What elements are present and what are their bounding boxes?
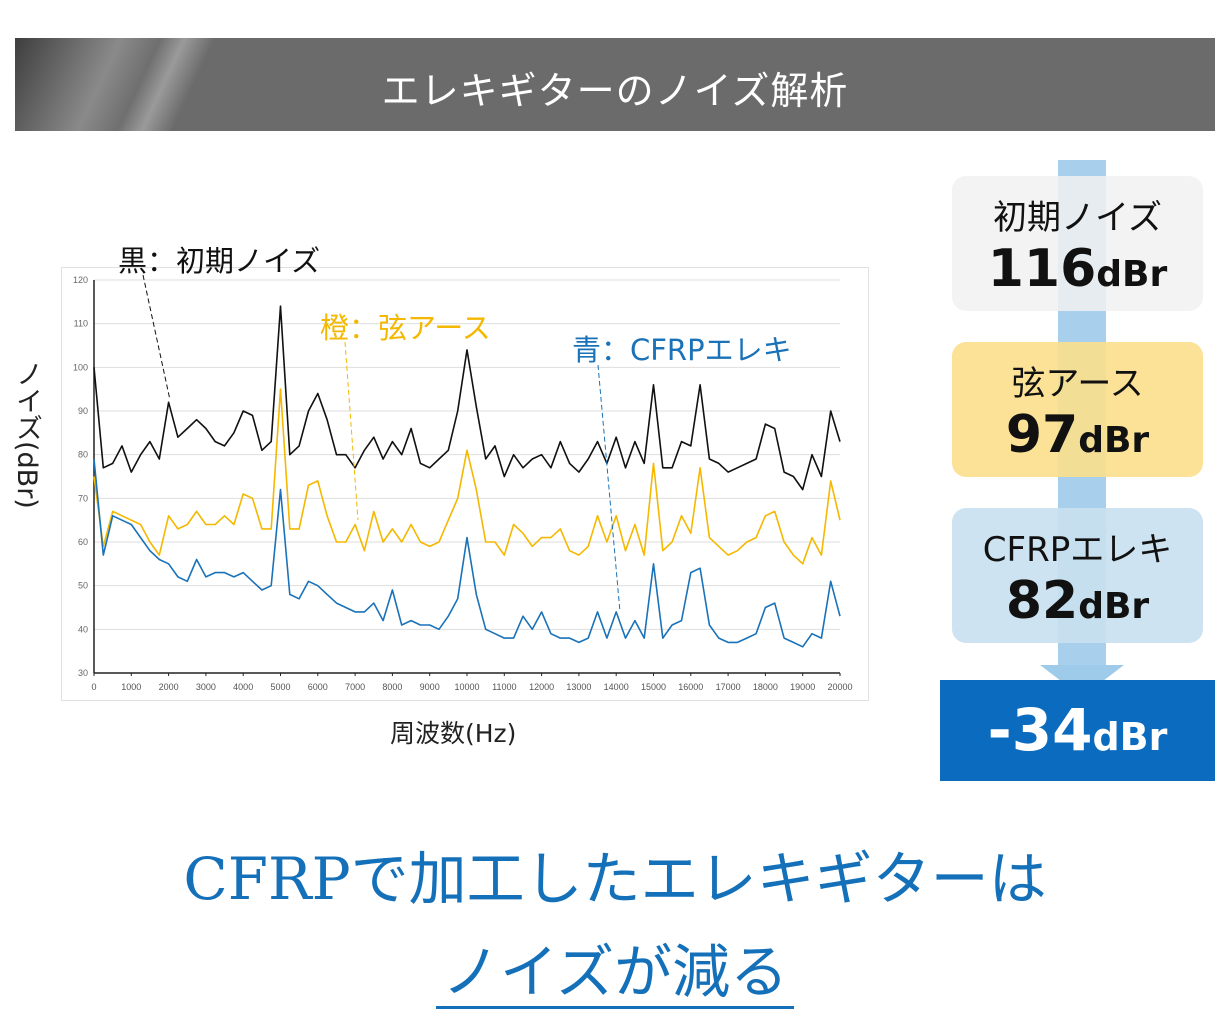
y-tick-label: 30 — [78, 668, 88, 678]
legend-initial: 黒：初期ノイズ — [118, 244, 321, 278]
x-tick-label: 1000 — [121, 682, 141, 692]
unit: dBr — [1078, 420, 1150, 461]
summary-ground-label: 弦アース — [1011, 364, 1144, 404]
x-tick-label: 4000 — [233, 682, 253, 692]
x-tick-label: 5000 — [270, 682, 290, 692]
y-tick-label: 40 — [78, 624, 88, 634]
y-tick-label: 70 — [78, 493, 88, 503]
legend-cfrp: 青：CFRPエレキ — [572, 333, 792, 367]
unit: dBr — [1096, 254, 1168, 295]
summary-initial-value: 116 — [987, 239, 1097, 299]
x-tick-label: 16000 — [678, 682, 703, 692]
x-tick-label: 10000 — [454, 682, 479, 692]
title-banner: エレキギターのノイズ解析 — [15, 38, 1215, 131]
x-tick-label: 8000 — [382, 682, 402, 692]
y-tick-label: 80 — [78, 450, 88, 460]
conclusion-highlight: ノイズが減る — [435, 938, 795, 1009]
noise-chart: 30 40 50 60 70 80 90 100 110 120 0 1000 2000 3000 4000… — [73, 274, 853, 692]
series-ground-line — [93, 388, 841, 565]
series-cfrp-line — [93, 458, 841, 648]
x-tick-label: 7000 — [345, 682, 365, 692]
x-tick-label: 20000 — [827, 682, 852, 692]
y-tick-label: 120 — [73, 275, 88, 285]
x-tick-label: 6000 — [308, 682, 328, 692]
result-value: -34 — [987, 696, 1093, 764]
y-tick-label: 100 — [73, 362, 88, 372]
result-box: -34dBr — [940, 680, 1215, 781]
x-tick-label: 0 — [91, 682, 96, 692]
conclusion-line1: CFRPで加工したエレキギターは — [183, 845, 1047, 913]
x-tick-label: 12000 — [529, 682, 554, 692]
summary-ground: 弦アース 97dBr — [952, 342, 1203, 477]
x-tick-label: 2000 — [159, 682, 179, 692]
y-tick-label: 110 — [74, 319, 88, 329]
series-initial-line — [93, 305, 841, 491]
x-tick-label: 15000 — [641, 682, 666, 692]
x-axis-label: 周波数(Hz) — [390, 719, 517, 748]
banner-title: エレキギターのノイズ解析 — [381, 69, 849, 113]
y-axis-label: ノイズ(dBr) — [11, 360, 42, 509]
x-tick-label: 9000 — [420, 682, 440, 692]
x-tick-label: 3000 — [196, 682, 216, 692]
summary-cfrp-label: CFRPエレキ — [982, 530, 1173, 570]
leader-cfrp — [597, 364, 621, 613]
y-tick-label: 60 — [78, 537, 88, 547]
chart-frame — [61, 267, 869, 701]
summary-cfrp: CFRPエレキ 82dBr — [952, 508, 1203, 643]
y-tick-label: 50 — [78, 581, 88, 591]
leader-ground — [344, 341, 359, 521]
banner-sheen — [15, 38, 275, 131]
summary-initial-label: 初期ノイズ — [993, 198, 1162, 238]
x-tick-label: 14000 — [604, 682, 629, 692]
summary-ground-value: 97 — [1005, 405, 1079, 465]
summary-initial: 初期ノイズ 116dBr — [952, 176, 1203, 311]
leader-initial — [142, 274, 171, 401]
x-tick-label: 13000 — [566, 682, 591, 692]
x-tick-label: 17000 — [716, 682, 741, 692]
result-unit: dBr — [1092, 715, 1168, 759]
unit: dBr — [1078, 586, 1150, 627]
x-tick-label: 11000 — [492, 682, 516, 692]
summary-cfrp-value: 82 — [1005, 571, 1079, 631]
x-tick-label: 18000 — [753, 682, 778, 692]
y-tick-label: 90 — [78, 406, 88, 416]
x-tick-label: 19000 — [790, 682, 815, 692]
conclusion-line2: ノイズが減る — [0, 925, 1230, 1009]
legend-ground: 橙：弦アース — [320, 311, 491, 345]
